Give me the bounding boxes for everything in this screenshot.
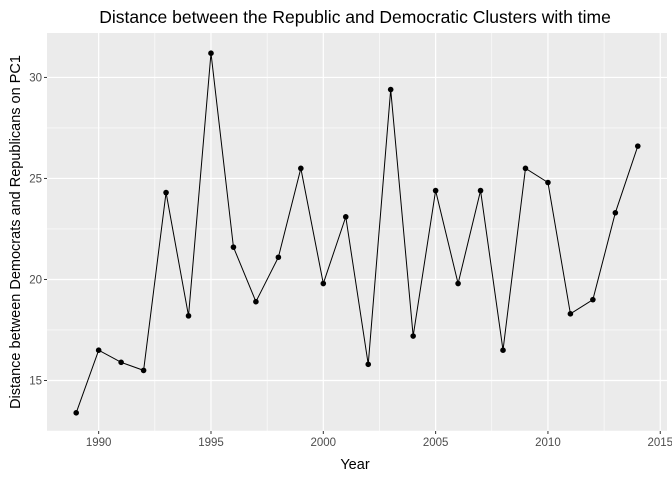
data-point xyxy=(320,280,327,287)
data-point xyxy=(298,165,304,172)
data-point xyxy=(208,50,214,57)
data-series xyxy=(73,50,641,416)
data-point xyxy=(590,296,596,303)
data-point xyxy=(185,313,192,319)
data-point xyxy=(477,187,484,194)
data-point xyxy=(342,214,349,220)
y-axis: 15 20 25 30 xyxy=(29,72,47,387)
y-axis-title: Distance between Democrats and Republica… xyxy=(8,55,24,409)
data-point xyxy=(230,244,237,250)
y-tick-label: 15 xyxy=(29,375,42,387)
y-tick-label: 25 xyxy=(29,173,42,185)
data-point xyxy=(432,187,439,194)
data-point xyxy=(500,347,506,353)
data-point xyxy=(387,86,394,93)
data-point xyxy=(410,333,416,339)
x-tick-label: 1990 xyxy=(86,437,112,449)
data-point xyxy=(455,280,461,287)
x-axis: 1990 1995 2000 2005 2010 2015 xyxy=(86,431,672,449)
data-point xyxy=(140,367,147,374)
data-point xyxy=(163,189,169,196)
minor-gridlines xyxy=(47,33,667,432)
x-tick-label: 2015 xyxy=(647,437,672,449)
data-point xyxy=(634,143,641,149)
data-point xyxy=(522,165,529,172)
x-axis-title: Year xyxy=(340,457,369,473)
y-tick-label: 30 xyxy=(29,72,42,84)
data-point xyxy=(365,361,372,368)
chart-title: Distance between the Republic and Democr… xyxy=(99,7,611,27)
plot-panel xyxy=(47,33,667,431)
data-point xyxy=(545,179,551,186)
x-tick-label: 2005 xyxy=(423,437,449,449)
data-point xyxy=(253,298,259,305)
data-point xyxy=(275,254,282,261)
data-point xyxy=(73,410,80,416)
y-tick-label: 20 xyxy=(29,274,42,286)
data-point xyxy=(95,347,102,353)
x-tick-label: 2000 xyxy=(311,437,337,449)
data-point xyxy=(118,359,124,366)
data-point xyxy=(612,210,619,216)
x-tick-label: 1995 xyxy=(198,437,224,449)
series-line xyxy=(75,53,639,413)
major-gridlines xyxy=(47,33,667,431)
data-point xyxy=(567,311,574,317)
x-tick-label: 2010 xyxy=(535,437,561,449)
